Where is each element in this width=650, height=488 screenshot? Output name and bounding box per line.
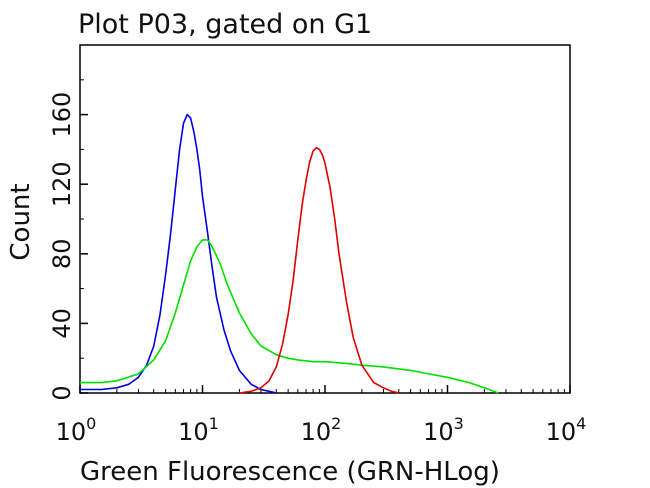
x-tick-label: 101 — [178, 414, 219, 446]
axis-ticks: 100 101 102 103 104 0 40 80 120 160 — [48, 79, 587, 446]
x-tick-label: 103 — [423, 414, 464, 446]
histogram-series-1 — [80, 113, 277, 394]
chart-title: Plot P03, gated on G1 — [78, 9, 372, 40]
x-tick-label: 104 — [546, 414, 587, 446]
histogram-series-2 — [80, 239, 499, 394]
y-tick-label: 0 — [48, 385, 76, 400]
y-tick-label: 160 — [48, 92, 76, 138]
histogram-series-3 — [239, 146, 399, 394]
x-axis-label: Green Fluorescence (GRN-HLog) — [80, 457, 500, 487]
series-layer — [80, 113, 499, 394]
plot-frame — [79, 44, 571, 394]
x-tick-label: 102 — [301, 414, 342, 446]
y-tick-label: 120 — [48, 161, 76, 207]
y-tick-label: 80 — [48, 239, 76, 270]
y-axis-label: Count — [6, 183, 36, 260]
x-tick-label: 100 — [56, 414, 97, 446]
y-tick-label: 40 — [48, 308, 76, 339]
